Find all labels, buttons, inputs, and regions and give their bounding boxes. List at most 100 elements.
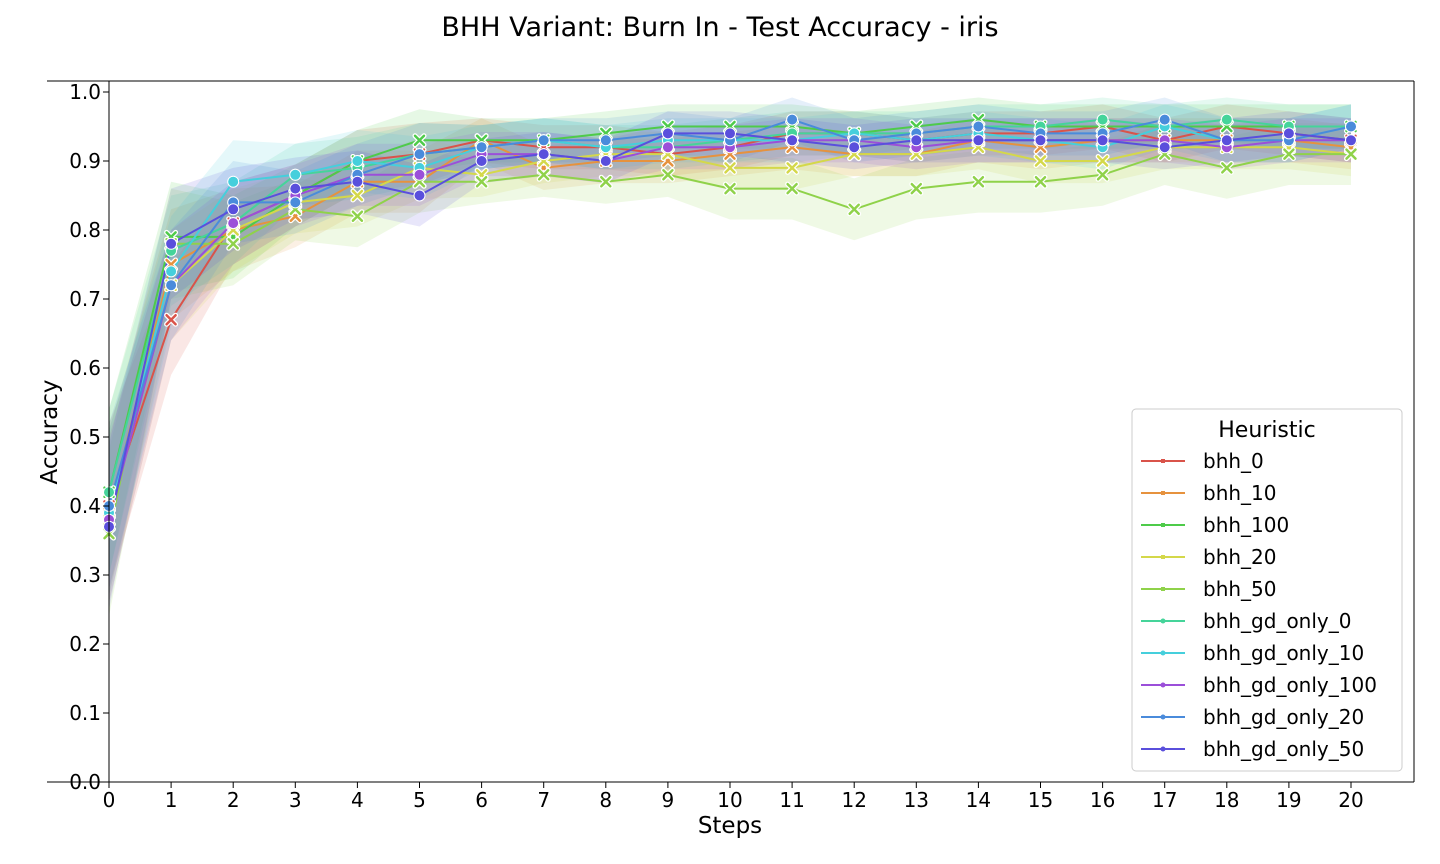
x-tick-label: 20: [1338, 788, 1363, 812]
x-tick-label: 5: [413, 788, 426, 812]
x-tick-label: 1: [165, 788, 178, 812]
point-bhh_20-stroke: [724, 162, 736, 174]
y-tick-label: 0.6: [69, 356, 101, 380]
point-bhh_gd_only_10: [289, 168, 302, 181]
x-tick-label: 13: [904, 788, 929, 812]
legend-label-bhh_20: bhh_20: [1203, 545, 1277, 569]
point-bhh_gd_only_50: [289, 182, 302, 195]
y-tick-label: 0.4: [69, 494, 101, 518]
point-bhh_50-stroke: [662, 169, 674, 181]
y-tick-label: 0.2: [69, 632, 101, 656]
point-bhh_50-stroke: [537, 169, 550, 181]
point-bhh_0-stroke: [165, 313, 177, 326]
point-bhh_gd_only_20: [413, 148, 426, 161]
legend-marker-bhh_20: [1161, 555, 1165, 559]
legend-label-bhh_100: bhh_100: [1203, 513, 1289, 537]
legend: Heuristic bhh_0 bhh_10 bhh_100 bhh_20 bhh_50…: [1131, 408, 1403, 772]
x-tick-label: 14: [966, 788, 991, 812]
point-bhh_gd_only_50: [1282, 127, 1295, 140]
point-bhh_gd_only_20: [1345, 120, 1357, 133]
y-tick-label: 0.1: [69, 701, 101, 725]
legend-marker-bhh_gd_only_100: [1160, 682, 1166, 688]
legend-label-bhh_50: bhh_50: [1203, 577, 1277, 601]
legend-marker-bhh_100: [1161, 523, 1165, 527]
x-tick-label: 12: [841, 788, 866, 812]
point-bhh_gd_only_20: [972, 120, 985, 133]
point-bhh_gd_only_50: [1345, 134, 1357, 147]
legend-label-bhh_gd_only_0: bhh_gd_only_0: [1203, 609, 1351, 633]
legend-marker-bhh_0: [1161, 459, 1165, 463]
x-tick-label: 16: [1090, 788, 1115, 812]
x-tick-label: 7: [537, 788, 550, 812]
x-tick-label: 3: [289, 788, 302, 812]
legend-label-bhh_0: bhh_0: [1203, 449, 1264, 473]
y-tick-label: 0.8: [69, 218, 101, 242]
point-bhh_gd_only_50: [475, 155, 488, 167]
y-axis-label: Accuracy: [37, 379, 63, 484]
x-tick-label: 9: [662, 788, 675, 812]
legend-label-bhh_gd_only_100: bhh_gd_only_100: [1203, 673, 1377, 697]
point-bhh_gd_only_50: [1158, 141, 1171, 154]
y-tick-label: 0.7: [69, 287, 101, 311]
x-tick-label: 4: [351, 788, 364, 812]
point-bhh_50-stroke: [848, 203, 860, 216]
point-bhh_gd_only_20: [289, 196, 302, 209]
x-tick-label: 8: [599, 788, 612, 812]
point-bhh_gd_only_50: [537, 148, 550, 161]
axes: 0.00.10.20.30.40.50.60.70.80.91.00 1 2 3 4 5 6…: [47, 80, 1415, 812]
x-tick-label: 10: [717, 788, 742, 812]
point-bhh_gd_only_10: [227, 175, 240, 188]
point-bhh_gd_only_20: [599, 134, 612, 147]
point-bhh_gd_only_50: [1220, 134, 1233, 147]
x-tick-label: 17: [1152, 788, 1177, 812]
x-tick-label: 2: [227, 788, 240, 812]
point-bhh_gd_only_50: [351, 175, 364, 188]
point-bhh_gd_only_0: [1096, 113, 1109, 126]
point-bhh_gd_only_50: [227, 203, 240, 216]
point-bhh_50-stroke: [910, 182, 923, 195]
legend-title: Heuristic: [1218, 418, 1315, 443]
point-bhh_gd_only_20: [475, 141, 488, 154]
point-bhh_gd_only_20: [165, 279, 178, 292]
legend-frame: [1131, 408, 1403, 772]
x-tick-label: 11: [779, 788, 804, 812]
x-tick-label: 6: [475, 788, 488, 812]
legend-marker-bhh_10: [1161, 491, 1165, 495]
point-bhh_50-stroke: [227, 238, 239, 250]
x-tick-label: 15: [1028, 788, 1053, 812]
legend-marker-bhh_gd_only_50: [1160, 746, 1166, 752]
x-tick-label: 19: [1276, 788, 1301, 812]
legend-label-bhh_gd_only_10: bhh_gd_only_10: [1203, 641, 1364, 665]
point-bhh_gd_only_50: [1034, 134, 1047, 147]
point-bhh_gd_only_50: [972, 134, 985, 147]
legend-label-bhh_10: bhh_10: [1203, 481, 1277, 505]
y-tick-label: 0.0: [69, 770, 101, 794]
legend-marker-bhh_50: [1161, 587, 1165, 591]
point-bhh_gd_only_20: [1158, 113, 1171, 126]
legend-label-bhh_gd_only_20: bhh_gd_only_20: [1203, 705, 1364, 729]
point-bhh_gd_only_50: [1096, 134, 1109, 147]
point-bhh_50-stroke: [786, 182, 798, 195]
point-bhh_50-stroke: [1345, 148, 1357, 160]
point-bhh_50-stroke: [1034, 175, 1047, 188]
point-bhh_20-stroke: [1096, 155, 1109, 167]
point-bhh_50-stroke: [724, 182, 736, 195]
point-bhh_gd_only_10: [351, 155, 364, 167]
legend-marker-bhh_gd_only_20: [1160, 714, 1166, 720]
legend-marker-bhh_gd_only_0: [1160, 618, 1166, 624]
point-bhh_gd_only_50: [599, 155, 612, 167]
point-bhh_50-stroke: [475, 175, 488, 188]
chart-title: BHH Variant: Burn In - Test Accuracy - i…: [441, 12, 999, 43]
legend-marker-bhh_gd_only_10: [1160, 650, 1166, 656]
point-bhh_50-stroke: [1096, 169, 1109, 181]
point-bhh_20-stroke: [1034, 155, 1047, 167]
point-bhh_50-stroke: [1283, 148, 1295, 160]
band-bhh_gd_only_10: [109, 104, 1351, 596]
series-markers: [102, 112, 1358, 541]
legend-label-bhh_gd_only_50: bhh_gd_only_50: [1203, 737, 1364, 761]
band-bhh_50: [109, 123, 1351, 617]
point-bhh_gd_only_100: [227, 217, 240, 230]
point-bhh_20-stroke: [351, 189, 364, 202]
y-tick-label: 0.5: [69, 425, 101, 449]
